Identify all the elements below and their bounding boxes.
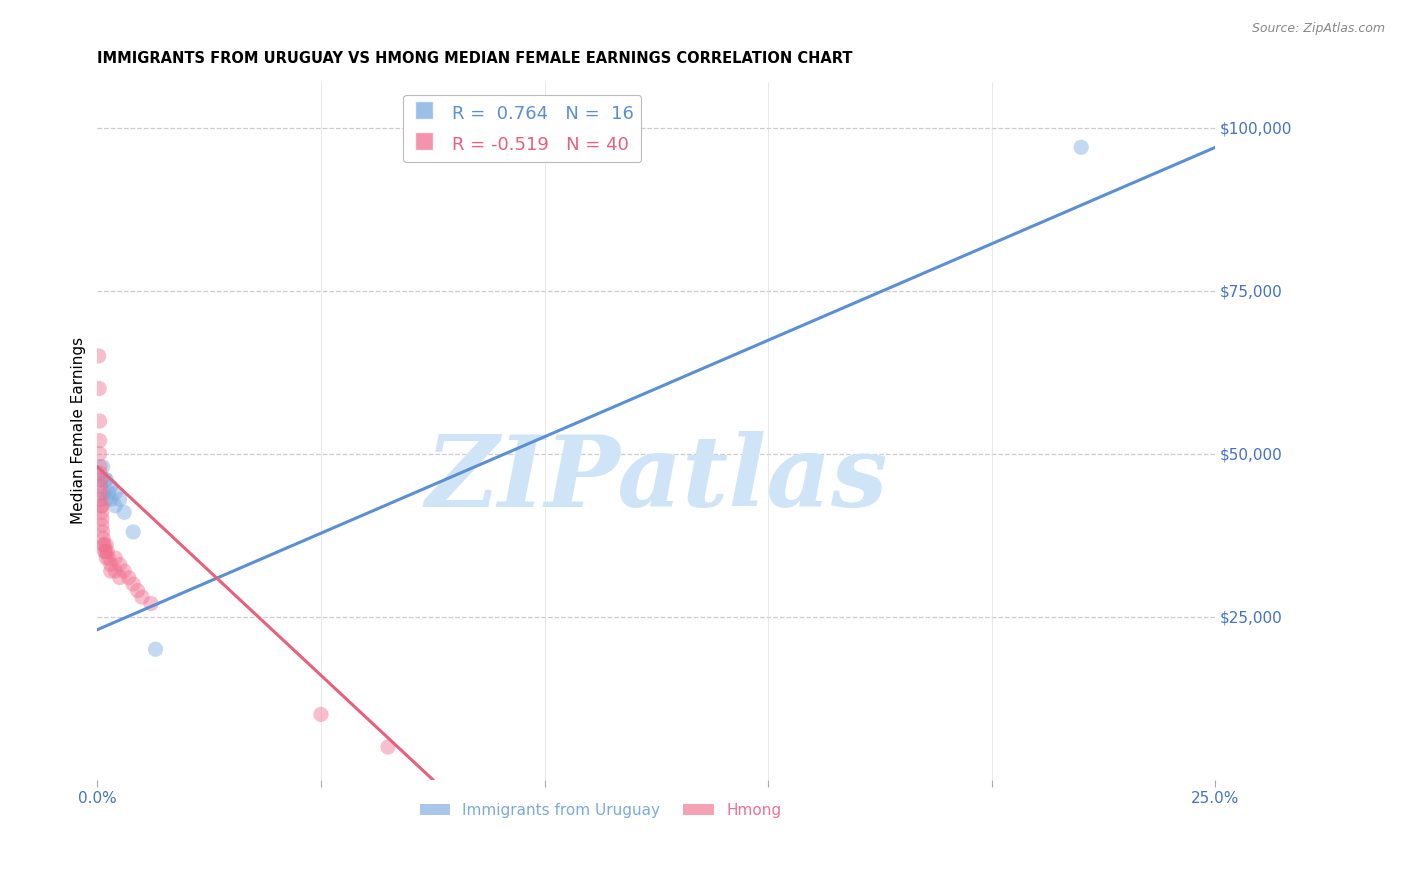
Text: IMMIGRANTS FROM URUGUAY VS HMONG MEDIAN FEMALE EARNINGS CORRELATION CHART: IMMIGRANTS FROM URUGUAY VS HMONG MEDIAN … — [97, 51, 853, 66]
Point — [100, 492, 122, 507]
Point — [127, 583, 149, 598]
Point — [91, 524, 114, 539]
Point — [100, 558, 122, 572]
Point — [97, 485, 120, 500]
Point — [309, 707, 332, 722]
Point — [90, 485, 112, 500]
Point — [131, 590, 153, 604]
Point — [90, 505, 112, 519]
Point — [96, 492, 118, 507]
Point — [122, 524, 145, 539]
Point — [96, 538, 118, 552]
Point — [90, 499, 112, 513]
Point — [1070, 140, 1092, 154]
Point — [93, 485, 115, 500]
Point — [89, 473, 111, 487]
Point — [90, 518, 112, 533]
Point — [108, 492, 131, 507]
Point — [91, 459, 114, 474]
Point — [108, 570, 131, 584]
Point — [139, 597, 162, 611]
Point — [100, 564, 122, 578]
Point — [97, 551, 120, 566]
Point — [93, 538, 115, 552]
Point — [104, 551, 127, 566]
Point — [118, 570, 141, 584]
Point — [104, 564, 127, 578]
Point — [104, 485, 127, 500]
Point — [89, 447, 111, 461]
Point — [96, 544, 118, 558]
Point — [108, 558, 131, 572]
Point — [91, 532, 114, 546]
Point — [122, 577, 145, 591]
Legend: Immigrants from Uruguay, Hmong: Immigrants from Uruguay, Hmong — [413, 797, 787, 824]
Point — [145, 642, 167, 657]
Point — [89, 479, 111, 493]
Point — [89, 434, 111, 448]
Point — [90, 499, 112, 513]
Point — [89, 414, 111, 428]
Point — [94, 544, 117, 558]
Y-axis label: Median Female Earnings: Median Female Earnings — [72, 337, 86, 524]
Point — [89, 467, 111, 481]
Point — [112, 564, 135, 578]
Point — [93, 544, 115, 558]
Text: Source: ZipAtlas.com: Source: ZipAtlas.com — [1251, 22, 1385, 36]
Point — [90, 512, 112, 526]
Point — [90, 473, 112, 487]
Point — [377, 739, 399, 754]
Text: ZIPatlas: ZIPatlas — [425, 432, 887, 528]
Point — [100, 479, 122, 493]
Point — [94, 473, 117, 487]
Point — [89, 382, 111, 396]
Point — [96, 473, 118, 487]
Point — [96, 551, 118, 566]
Point — [87, 349, 110, 363]
Point — [104, 499, 127, 513]
Point — [90, 492, 112, 507]
Point — [112, 505, 135, 519]
Point — [89, 459, 111, 474]
Point — [93, 538, 115, 552]
